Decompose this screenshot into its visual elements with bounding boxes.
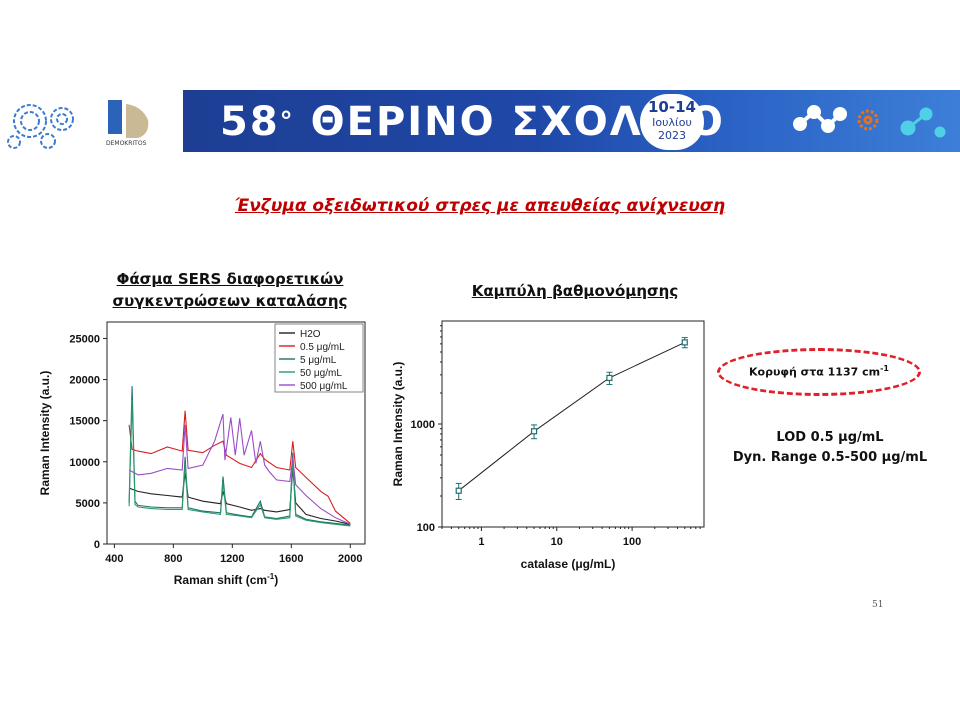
legend-label: 5 μg/mL [300, 355, 337, 366]
left-panel-title: Φάσμα SERS διαφορετικών συγκεντρώσεων κα… [90, 268, 370, 312]
series-line [128, 400, 351, 527]
sers-spectra-chart: 0 5000 10000 15000 20000 25000 400 800 1200 1600 2… [38, 321, 366, 587]
x-tick-label: 1 [478, 536, 484, 548]
data-point [455, 487, 462, 494]
x-tick-label: 1600 [279, 553, 303, 565]
x-axis-label: Raman shift (cm-1) [174, 572, 278, 587]
dynamic-range-line: Dyn. Range 0.5-500 μg/mL [732, 450, 928, 465]
democritus-logo-icon [108, 100, 149, 138]
x-tick-label: 2000 [338, 553, 362, 565]
legend-label: 0.5 μg/mL [300, 342, 345, 353]
x-tick-label: 10 [551, 536, 563, 548]
left-panel-title-line2: συγκεντρώσεων καταλάσης [112, 292, 348, 310]
date-year: 2023 [658, 129, 686, 142]
y-tick-label: 5000 [76, 498, 100, 510]
data-point [681, 339, 688, 346]
data-point [606, 374, 613, 382]
x-tick-label: 800 [164, 553, 182, 565]
page-number: 51 [872, 600, 884, 610]
lod-info: LOD 0.5 μg/mL Dyn. Range 0.5-500 μg/mL [720, 428, 940, 468]
x-tick-label: 100 [623, 536, 641, 548]
series-line [128, 410, 351, 524]
series-line [128, 386, 351, 526]
x-axis-label: catalase (μg/mL) [521, 557, 616, 571]
slide-title: Ένζυμα οξειδωτικού στρες με απευθείας αν… [234, 196, 726, 216]
legend-label: 50 μg/mL [300, 368, 342, 379]
date-range: 10-14 [648, 98, 696, 116]
y-tick-label: 25000 [69, 333, 100, 345]
molecule-decoration [793, 105, 946, 138]
left-panel-title-line1: Φάσμα SERS διαφορετικών [116, 270, 344, 288]
x-tick-label: 1200 [220, 553, 244, 565]
y-tick-label: 100 [417, 522, 435, 534]
peak-annotation: Κορυφή στα 1137 cm-1 [749, 364, 889, 379]
y-tick-label: 10000 [69, 457, 100, 469]
legend-label: 500 μg/mL [300, 381, 348, 392]
x-tick-label: 400 [105, 553, 123, 565]
right-panel-title: Καμπύλη βαθμονόμησης [471, 282, 679, 300]
y-tick-label: 15000 [69, 416, 100, 428]
y-tick-label: 1000 [411, 419, 435, 431]
plot-frame [106, 321, 366, 545]
date-month: Ιουλίου [652, 116, 692, 129]
lod-line: LOD 0.5 μg/mL [776, 430, 884, 445]
data-point [530, 428, 538, 435]
gear-icon [857, 109, 879, 131]
y-axis-label: Raman Intensity (a.u.) [38, 371, 52, 496]
calibration-curve-chart: 1 10 100 100 1000 catalase (μg/mL) Raman Inten… [391, 320, 705, 571]
fit-line [458, 341, 686, 492]
gear-cluster-icon [7, 104, 74, 149]
legend-label: H2O [300, 329, 321, 340]
series-line [128, 413, 351, 525]
series-line [128, 468, 351, 525]
peak-highlight-ellipse [717, 348, 921, 396]
charts-canvas: 0 5000 10000 15000 20000 25000 400 800 1200 1600 2… [38, 320, 705, 587]
legend-box [274, 323, 364, 393]
y-axis-label: Raman Intensity (a.u.) [391, 362, 405, 487]
y-tick-label: 0 [94, 539, 100, 551]
date-badge: 10-14 Ιουλίου 2023 [640, 94, 704, 150]
atom-icon [900, 107, 946, 138]
org-label: DEMOKRITOS [106, 140, 147, 147]
molecule-icon [793, 105, 847, 133]
y-tick-label: 20000 [69, 375, 100, 387]
